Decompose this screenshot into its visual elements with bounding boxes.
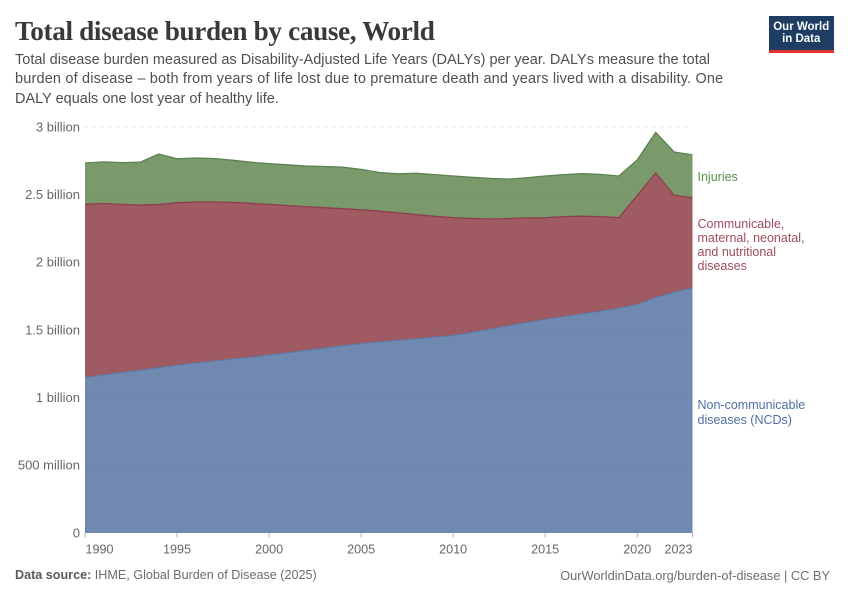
svg-text:Injuries: Injuries (698, 170, 738, 184)
svg-text:2020: 2020 (623, 543, 651, 557)
svg-text:1.5 billion: 1.5 billion (25, 322, 80, 337)
svg-text:maternal, neonatal,: maternal, neonatal, (698, 231, 805, 245)
svg-text:1 billion: 1 billion (36, 390, 80, 405)
svg-text:diseases: diseases (698, 259, 747, 273)
svg-text:0: 0 (73, 525, 80, 540)
svg-text:diseases (NCDs): diseases (NCDs) (698, 413, 792, 427)
svg-text:1990: 1990 (86, 543, 114, 557)
svg-text:2010: 2010 (439, 543, 467, 557)
svg-text:500 million: 500 million (18, 458, 80, 473)
svg-text:and nutritional: and nutritional (698, 245, 777, 259)
svg-text:2023: 2023 (664, 543, 692, 557)
svg-text:1995: 1995 (163, 543, 191, 557)
svg-text:2015: 2015 (531, 543, 559, 557)
svg-text:2.5 billion: 2.5 billion (25, 187, 80, 202)
svg-text:3 billion: 3 billion (36, 119, 80, 134)
svg-text:Non-communicable: Non-communicable (698, 398, 806, 412)
svg-text:Communicable,: Communicable, (698, 217, 785, 231)
svg-text:2000: 2000 (255, 543, 283, 557)
svg-text:2005: 2005 (347, 543, 375, 557)
svg-text:2 billion: 2 billion (36, 255, 80, 270)
